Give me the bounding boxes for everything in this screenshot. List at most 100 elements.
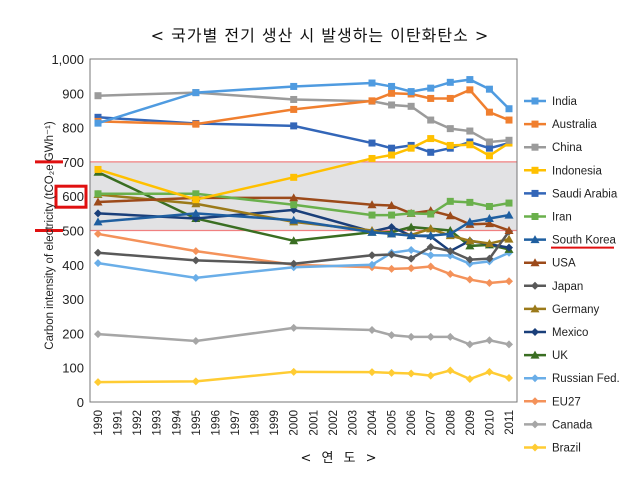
legend-item-canada: Canada [524, 419, 593, 431]
data-point-indonesia [407, 144, 415, 152]
series-russian-fed [94, 246, 513, 282]
data-point-brazil [505, 373, 513, 382]
data-point-indonesia [192, 196, 200, 204]
data-point-brazil [387, 368, 396, 377]
legend-label: Indonesia [552, 165, 602, 177]
x-tick-label: 2003 [347, 410, 359, 436]
legend-item-eu27: EU27 [524, 396, 581, 408]
data-point-china [407, 102, 415, 110]
data-point-brazil [446, 366, 455, 375]
data-point-japan [485, 254, 494, 263]
legend-item-saudi-arabia: Saudi Arabia [524, 188, 618, 200]
data-point-russian-fed [94, 259, 102, 268]
data-point-indonesia [485, 152, 493, 160]
data-point-japan [387, 250, 396, 259]
data-point-mexico [505, 243, 513, 252]
series-indonesia [94, 135, 513, 204]
data-point-saudi-arabia [388, 144, 396, 152]
legend-marker [531, 281, 539, 290]
data-point-japan [94, 248, 102, 257]
data-point-germany [426, 224, 436, 233]
data-point-australia [290, 105, 298, 113]
chart-title: < 국가별 전기 생산 시 발생하는 이탄화탄소 > [150, 26, 490, 45]
data-point-australia [192, 120, 200, 128]
data-point-india [290, 82, 298, 90]
data-point-iran [466, 198, 474, 206]
legend-label: Russian Fed. [552, 373, 620, 385]
x-tick-label: 2009 [465, 410, 477, 436]
data-point-russian-fed [191, 273, 200, 282]
legend-item-iran: Iran [524, 212, 572, 224]
data-point-eu27 [465, 275, 474, 284]
data-point-indonesia [290, 173, 298, 181]
data-point-uk [406, 222, 416, 231]
highlight-box [54, 184, 88, 209]
x-tick-label: 2011 [504, 410, 516, 435]
data-point-indonesia [388, 151, 396, 159]
data-point-saudi-arabia [485, 144, 493, 152]
data-point-south-korea [465, 217, 475, 226]
x-tick-label: 1991 [113, 410, 125, 436]
data-point-china [290, 95, 298, 103]
y-tick-label: 200 [62, 326, 84, 341]
legend-marker [531, 166, 539, 174]
y-tick-label: 900 [62, 86, 84, 101]
data-point-brazil [289, 367, 298, 376]
legend-label: South Korea [552, 235, 617, 247]
data-point-india [388, 82, 396, 90]
data-point-japan [289, 259, 298, 268]
data-point-brazil [426, 371, 435, 380]
y-tick-label: 0 [77, 395, 84, 410]
data-point-brazil [407, 369, 416, 378]
data-point-indonesia [427, 135, 435, 143]
x-tick-label: 1996 [210, 410, 222, 436]
data-point-eu27 [407, 264, 416, 273]
series-japan [94, 227, 513, 268]
legend-item-china: China [524, 142, 583, 154]
legend-label: EU27 [552, 396, 581, 408]
data-point-canada [446, 332, 455, 341]
legend-label: China [552, 142, 583, 154]
data-point-brazil [485, 367, 494, 376]
x-tick-label: 1993 [152, 410, 164, 436]
data-point-eu27 [94, 229, 102, 238]
data-point-saudi-arabia [368, 139, 376, 147]
data-point-canada [289, 323, 298, 332]
data-point-germany [191, 199, 201, 208]
data-point-japan [191, 256, 200, 265]
x-tick-label: 1999 [269, 410, 281, 436]
data-point-germany [504, 234, 514, 243]
data-point-uk [465, 241, 475, 250]
data-point-japan [407, 254, 416, 263]
y-tick-label: 600 [62, 189, 84, 204]
data-point-south-korea [406, 231, 416, 240]
x-tick-label: 1994 [171, 409, 183, 435]
legend-item-germany: Germany [524, 304, 600, 316]
y-tick-label: 800 [62, 121, 84, 136]
data-point-indonesia [466, 141, 474, 149]
data-point-eu27 [191, 247, 200, 256]
data-point-eu27 [426, 262, 435, 271]
legend-item-uk: UK [524, 350, 568, 362]
data-point-usa [445, 211, 455, 220]
data-point-russian-fed [368, 260, 376, 269]
y-tick-label: 300 [62, 292, 84, 307]
x-tick-label: 2006 [406, 410, 418, 436]
data-point-china [427, 116, 435, 124]
data-point-india [446, 78, 454, 86]
data-point-canada [485, 336, 494, 345]
data-point-canada [505, 340, 513, 349]
x-tick-label: 1998 [250, 410, 262, 436]
legend-marker [531, 213, 539, 220]
data-point-china [446, 125, 454, 133]
data-point-canada [387, 331, 396, 340]
data-point-brazil [465, 375, 474, 384]
data-point-iran [368, 211, 376, 219]
x-tick-label: 2002 [328, 410, 340, 436]
legend-item-australia: Australia [524, 119, 597, 131]
data-point-uk [289, 236, 299, 245]
data-point-china [466, 127, 474, 135]
data-point-india [368, 79, 376, 87]
